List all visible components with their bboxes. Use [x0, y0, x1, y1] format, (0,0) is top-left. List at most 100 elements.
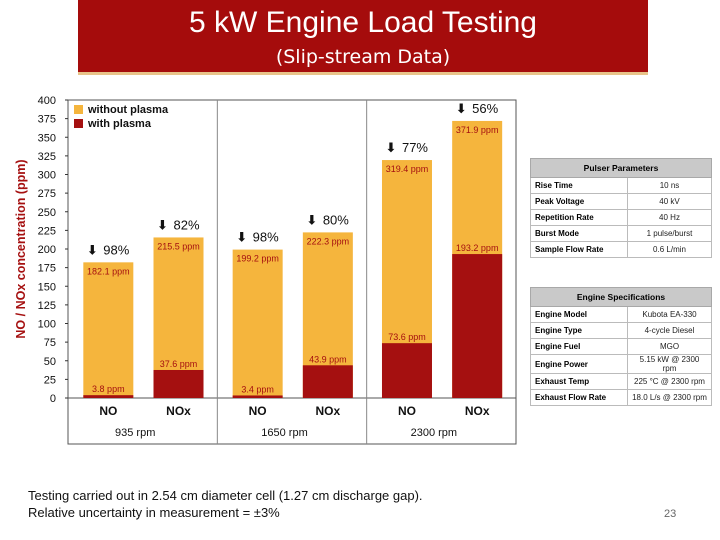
- down-arrow-icon: ⬇: [306, 213, 317, 228]
- y-tick-label: 125: [38, 300, 56, 312]
- table-row: Peak Voltage 40 kV: [531, 194, 712, 210]
- table-row: Engine Power 5.15 kW @ 2300 rpm: [531, 355, 712, 374]
- table-row: Engine Model Kubota EA-330: [531, 307, 712, 323]
- y-tick-label: 75: [44, 337, 56, 349]
- data-label-without: 319.4 ppm: [386, 164, 429, 174]
- bar-with-plasma: [233, 395, 283, 398]
- data-label-with: 37.6 ppm: [160, 359, 198, 369]
- plot-area: [68, 100, 516, 398]
- reduction-label: 77%: [402, 140, 428, 155]
- y-tick-label: 375: [38, 114, 56, 126]
- table-row: Rise Time 10 ns: [531, 178, 712, 194]
- y-tick-label: 175: [38, 263, 56, 275]
- down-arrow-icon: ⬇: [236, 231, 247, 246]
- down-arrow-icon: ⬇: [157, 218, 168, 233]
- title-banner: 5 kW Engine Load Testing (Slip-stream Da…: [78, 0, 648, 75]
- spec-label: Engine Power: [531, 355, 628, 374]
- footnote-line-1: Testing carried out in 2.54 cm diameter …: [28, 487, 423, 504]
- y-tick-label: 0: [50, 393, 56, 405]
- x-category-label: NOx: [166, 404, 191, 418]
- x-category-label: NOx: [315, 404, 340, 418]
- param-value: 10 ns: [628, 178, 712, 194]
- page-number: 23: [664, 508, 676, 520]
- data-label-without: 371.9 ppm: [456, 125, 499, 135]
- bar-with-plasma: [154, 370, 204, 398]
- spec-value: 225 °C @ 2300 rpm: [628, 374, 712, 390]
- y-tick-label: 250: [38, 207, 56, 219]
- bar-with-plasma: [452, 254, 502, 398]
- x-group-label: 2300 rpm: [411, 427, 457, 439]
- param-label: Burst Mode: [531, 226, 628, 242]
- x-category-label: NO: [398, 404, 416, 418]
- pulser-table-title: Pulser Parameters: [531, 159, 712, 178]
- param-label: Peak Voltage: [531, 194, 628, 210]
- page-title: 5 kW Engine Load Testing: [78, 6, 648, 40]
- x-category-label: NO: [99, 404, 117, 418]
- spec-label: Exhaust Flow Rate: [531, 390, 628, 406]
- spec-label: Engine Type: [531, 323, 628, 339]
- y-tick-label: 350: [38, 132, 56, 144]
- legend-swatch-without: [74, 105, 83, 114]
- data-label-with: 73.6 ppm: [388, 332, 426, 342]
- x-category-label: NO: [249, 404, 267, 418]
- spec-value: MGO: [628, 339, 712, 355]
- data-label-with: 193.2 ppm: [456, 243, 499, 253]
- y-tick-label: 275: [38, 188, 56, 200]
- param-label: Repetition Rate: [531, 210, 628, 226]
- x-category-label: NOx: [465, 404, 490, 418]
- spec-label: Engine Fuel: [531, 339, 628, 355]
- param-value: 40 kV: [628, 194, 712, 210]
- y-tick-label: 25: [44, 374, 56, 386]
- reduction-label: 98%: [103, 242, 129, 257]
- footnote-line-2: Relative uncertainty in measurement = ±3…: [28, 504, 423, 521]
- reduction-label: 56%: [472, 101, 498, 116]
- data-label-without: 222.3 ppm: [307, 236, 350, 246]
- table-row: Repetition Rate 40 Hz: [531, 210, 712, 226]
- data-label-without: 215.5 ppm: [157, 241, 200, 251]
- param-label: Sample Flow Rate: [531, 242, 628, 258]
- spec-value: 4-cycle Diesel: [628, 323, 712, 339]
- bar-with-plasma: [382, 343, 432, 398]
- spec-label: Engine Model: [531, 307, 628, 323]
- param-label: Rise Time: [531, 178, 628, 194]
- y-tick-label: 100: [38, 319, 56, 331]
- bar-chart: 0 25 50 75 100 125 150 175 200 225 250 275 300 325 350…: [0, 90, 520, 455]
- down-arrow-icon: ⬇: [456, 102, 467, 117]
- table-row: Burst Mode 1 pulse/burst: [531, 226, 712, 242]
- down-arrow-icon: ⬇: [87, 243, 98, 258]
- data-label-with: 3.8 ppm: [92, 384, 125, 394]
- legend-swatch-with: [74, 119, 83, 128]
- bar-without-plasma: [83, 262, 133, 398]
- y-tick-label: 325: [38, 151, 56, 163]
- x-group-label: 935 rpm: [115, 427, 155, 439]
- y-tick-label: 150: [38, 281, 56, 293]
- reduction-label: 82%: [173, 217, 199, 232]
- bar-without-plasma: [233, 250, 283, 398]
- data-label-with: 43.9 ppm: [309, 354, 347, 364]
- param-value: 0.6 L/min: [628, 242, 712, 258]
- table-row: Sample Flow Rate 0.6 L/min: [531, 242, 712, 258]
- bar-with-plasma: [83, 395, 133, 398]
- y-tick-label: 300: [38, 170, 56, 182]
- table-row: Exhaust Temp 225 °C @ 2300 rpm: [531, 374, 712, 390]
- data-label-without: 199.2 ppm: [236, 254, 279, 264]
- spec-value: 18.0 L/s @ 2300 rpm: [628, 390, 712, 406]
- down-arrow-icon: ⬇: [386, 141, 397, 156]
- x-group-label: 1650 rpm: [261, 427, 307, 439]
- y-tick-label: 400: [38, 95, 56, 107]
- legend-label-without: without plasma: [87, 104, 169, 116]
- table-row: Engine Fuel MGO: [531, 339, 712, 355]
- legend-label-with: with plasma: [87, 118, 152, 130]
- param-value: 1 pulse/burst: [628, 226, 712, 242]
- y-tick-label: 50: [44, 356, 56, 368]
- data-label-without: 182.1 ppm: [87, 266, 130, 276]
- page-subtitle: (Slip-stream Data): [78, 46, 648, 68]
- footnote: Testing carried out in 2.54 cm diameter …: [28, 487, 423, 521]
- bar-with-plasma: [303, 365, 353, 398]
- engine-specifications-table: Engine Specifications Engine Model Kubota…: [530, 287, 712, 406]
- table-row: Exhaust Flow Rate 18.0 L/s @ 2300 rpm: [531, 390, 712, 406]
- spec-label: Exhaust Temp: [531, 374, 628, 390]
- y-tick-label: 225: [38, 225, 56, 237]
- table-row: Engine Type 4-cycle Diesel: [531, 323, 712, 339]
- y-axis-title: NO / NOx concentration (ppm): [14, 159, 28, 338]
